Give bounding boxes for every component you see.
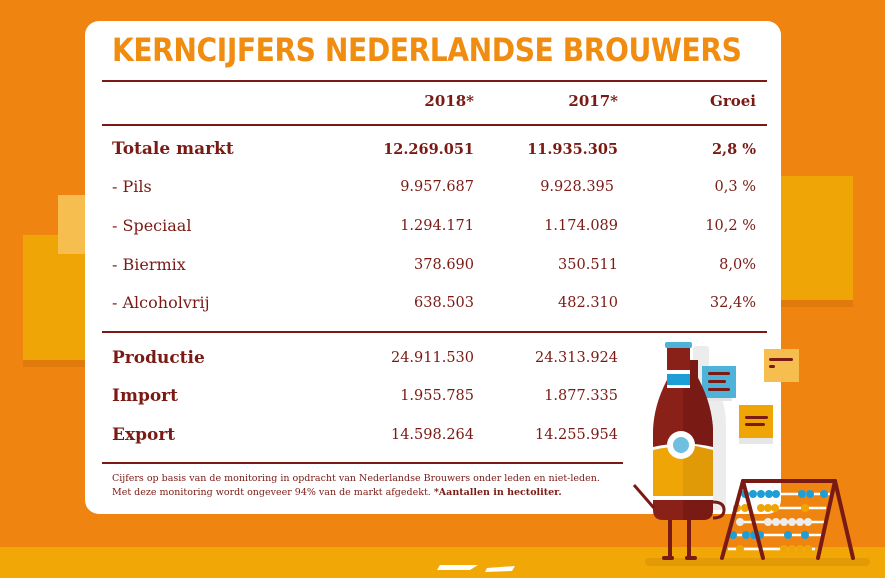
footnote-line-1: Cijfers op basis van de monitoring in op… [112,473,600,484]
divider [102,462,623,464]
value-growth: 0,3 % [714,179,756,195]
page-title: KERNCIJFERS NEDERLANDSE BROUWERS [112,31,742,69]
footnote-unit: *Aantallen in hectoliter. [433,487,562,498]
column-header-growth: Groei [710,92,756,110]
value-2018: 378.690 [414,257,474,273]
value-2018: 14.598.264 [390,427,474,443]
value-growth: 32,4% [709,295,756,311]
row-label: Productie [112,348,205,368]
floor-band [0,547,885,578]
value-2018: 1.294.171 [400,218,474,234]
value-2018: 9.957.687 [400,179,474,195]
row-label: Totale markt [112,139,234,159]
decor-block-right-shadow [781,300,853,307]
value-2017: 1.877.335 [544,388,618,404]
table-row-productie: Productie 24.911.530 24.313.924 [85,348,781,372]
key-figures-card: KERNCIJFERS NEDERLANDSE BROUWERS 2018* 2… [85,21,781,514]
value-2017: 350.511 [558,257,618,273]
footnote-line-2: Met deze monitoring wordt ongeveer 94% v… [112,487,434,498]
table-row-speciaal: - Speciaal 1.294.171 1.174.089 10,2 % [85,216,781,240]
value-growth: 8,0% [719,257,756,273]
row-label: - Alcoholvrij [112,293,210,312]
value-growth: 10,2 % [705,218,756,234]
row-label: Export [112,425,176,445]
value-growth: 2,8 % [711,141,756,158]
divider [102,124,767,126]
table-row-biermix: - Biermix 378.690 350.511 8,0% [85,255,781,279]
value-2017: 9.928.395 [540,179,614,195]
value-2017: 1.174.089 [544,218,618,234]
column-header-2018: 2018* [424,92,474,110]
value-2017: 11.935.305 [527,141,618,158]
decor-block-left [23,235,85,360]
row-label: - Speciaal [112,216,192,235]
column-header-2017: 2017* [568,92,618,110]
value-2018: 24.911.530 [390,350,474,366]
table-row-alcoholvrij: - Alcoholvrij 638.503 482.310 32,4% [85,293,781,317]
footnote: Cijfers op basis van de monitoring in op… [112,472,672,500]
decor-block-left-shadow [23,360,85,367]
decor-block-left-small [58,195,86,254]
table-row-pils: - Pils 9.957.687 9.928.395 0,3 % [85,177,781,201]
value-2017: 24.313.924 [534,350,618,366]
value-2018: 12.269.051 [383,141,474,158]
row-label: Import [112,386,178,406]
divider [102,331,767,333]
value-2017: 14.255.954 [534,427,618,443]
value-2018: 1.955.785 [400,388,474,404]
value-2018: 638.503 [414,295,474,311]
table-row-import: Import 1.955.785 1.877.335 [85,386,781,410]
row-label: - Biermix [112,255,186,274]
value-2017: 482.310 [558,295,618,311]
decor-block-right [781,176,853,300]
divider [102,80,767,82]
table-row-export: Export 14.598.264 14.255.954 [85,425,781,449]
row-label: - Pils [112,177,152,196]
table-row-total-market: Totale markt 12.269.051 11.935.305 2,8 % [85,139,781,163]
